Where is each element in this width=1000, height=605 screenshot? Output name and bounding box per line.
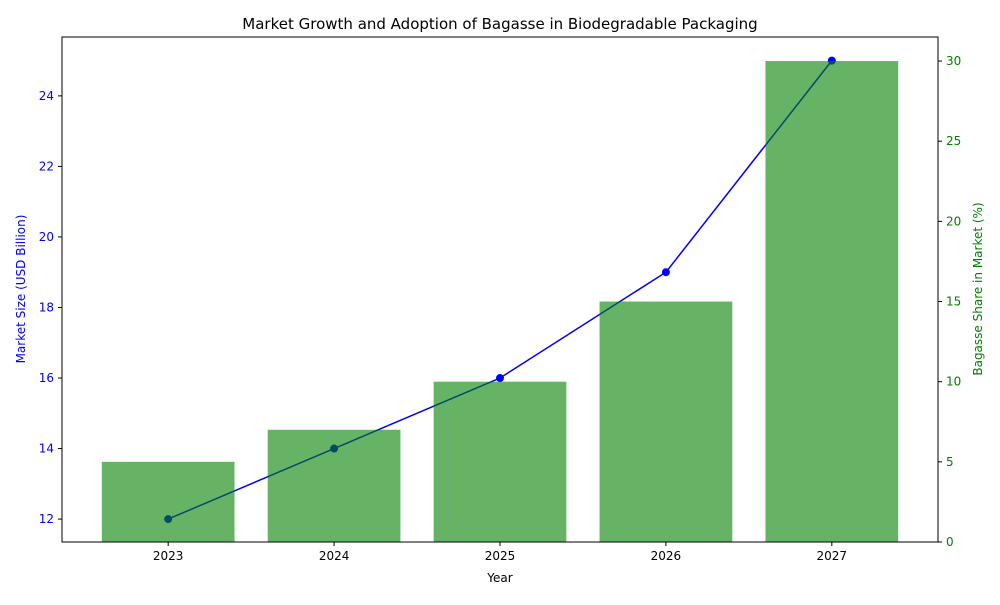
x-tick-label: 2023 xyxy=(153,549,184,563)
x-tick-label: 2025 xyxy=(485,549,516,563)
y-right-tick-label: 30 xyxy=(946,54,961,68)
market-size-point xyxy=(661,268,670,277)
y-right-tick-label: 10 xyxy=(946,375,961,389)
y-left-tick-label: 22 xyxy=(39,159,54,173)
x-tick-label: 2027 xyxy=(817,549,848,563)
y-axis-left-label: Market Size (USD Billion) xyxy=(14,215,28,364)
y-right-tick-label: 0 xyxy=(946,535,954,549)
y-left-tick-label: 20 xyxy=(39,230,54,244)
bagasse-share-bar xyxy=(433,381,567,542)
bagasse-share-bar xyxy=(267,429,401,542)
bagasse-share-bar xyxy=(599,301,733,542)
chart-title: Market Growth and Adoption of Bagasse in… xyxy=(242,15,757,33)
y-left-tick-label: 16 xyxy=(39,371,54,385)
x-tick-label: 2024 xyxy=(319,549,350,563)
y-left-tick-label: 24 xyxy=(39,89,54,103)
y-right-tick-label: 5 xyxy=(946,455,954,469)
bagasse-share-bar xyxy=(101,461,235,542)
y-right-tick-label: 20 xyxy=(946,214,961,228)
y-left-tick-label: 18 xyxy=(39,300,54,314)
y-axis-right-label: Bagasse Share in Market (%) xyxy=(971,202,985,375)
market-size-point xyxy=(496,374,504,383)
bagasse-share-bar xyxy=(765,61,899,543)
y-left-tick-label: 12 xyxy=(39,512,54,526)
x-axis-label: Year xyxy=(486,571,512,585)
x-tick-label: 2026 xyxy=(651,549,682,563)
y-right-tick-label: 25 xyxy=(946,134,961,148)
y-left-tick-label: 14 xyxy=(39,442,54,456)
y-right-tick-label: 15 xyxy=(946,295,961,309)
